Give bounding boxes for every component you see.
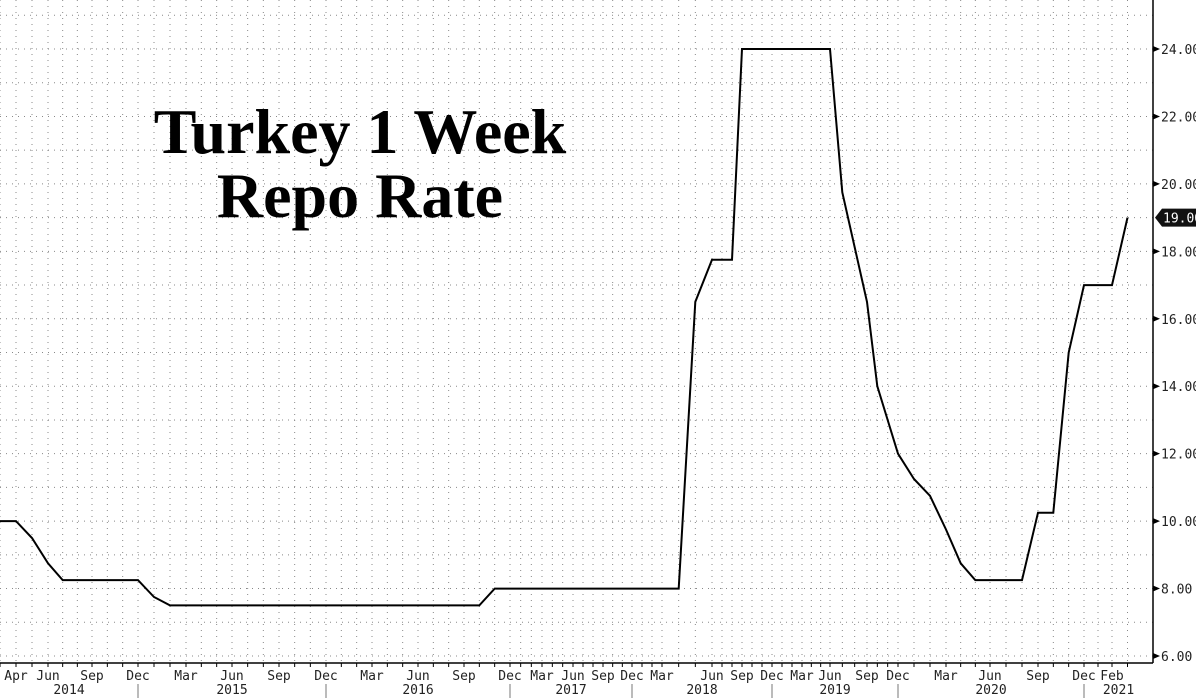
x-tick-label: Mar	[790, 669, 814, 684]
x-tick-label: Dec	[314, 669, 337, 684]
x-tick-label: Dec	[886, 669, 909, 684]
x-tick-label: Jun	[406, 669, 429, 684]
y-tick-arrow	[1153, 113, 1160, 120]
x-tick-label: Mar	[530, 669, 554, 684]
x-tick-label: Dec	[1072, 669, 1095, 684]
y-tick-label: 10.00	[1161, 515, 1196, 530]
x-tick-label: Jun	[561, 669, 584, 684]
y-tick-arrow	[1153, 383, 1160, 390]
x-tick-label: Mar	[360, 669, 384, 684]
y-tick-label: 24.00	[1161, 43, 1196, 58]
x-tick-label: Sep	[267, 669, 291, 684]
y-tick-arrow	[1153, 180, 1160, 187]
x-year-label: 2016	[402, 683, 433, 698]
x-tick-label: Jun	[978, 669, 1001, 684]
x-tick-label: Sep	[80, 669, 104, 684]
x-tick-label: Feb	[1100, 669, 1124, 684]
x-tick-label: Mar	[650, 669, 674, 684]
x-tick-label: Jun	[700, 669, 723, 684]
x-tick-label: Dec	[620, 669, 643, 684]
x-year-label: 2018	[686, 683, 717, 698]
y-tick-arrow	[1153, 315, 1160, 322]
x-tick-label: Sep	[855, 669, 879, 684]
y-tick-arrow	[1153, 585, 1160, 592]
x-tick-label: Jun	[220, 669, 243, 684]
y-tick-arrow	[1153, 653, 1160, 659]
y-tick-arrow	[1153, 46, 1160, 52]
last-value-label: 19.00	[1163, 212, 1196, 227]
x-year-label: 2015	[216, 683, 247, 698]
y-tick-label: 6.00	[1161, 650, 1192, 665]
last-value-badge	[1155, 208, 1196, 227]
x-tick-label: Jun	[36, 669, 59, 684]
x-tick-label: Sep	[730, 669, 754, 684]
y-tick-label: 12.00	[1161, 448, 1196, 463]
x-tick-label: Dec	[126, 669, 149, 684]
x-tick-label: Mar	[934, 669, 958, 684]
y-tick-arrow	[1153, 248, 1160, 255]
y-tick-arrow	[1153, 450, 1160, 457]
x-year-label: 2021	[1103, 683, 1134, 698]
x-tick-label: Sep	[452, 669, 476, 684]
chart-title: Turkey 1 Week Repo Rate	[153, 96, 567, 231]
x-year-label: 2019	[819, 683, 850, 698]
y-tick-label: 8.00	[1161, 583, 1192, 598]
y-tick-arrow	[1153, 518, 1160, 525]
y-tick-label: 18.00	[1161, 245, 1196, 260]
x-tick-label: Apr	[4, 669, 28, 684]
x-tick-label: Mar	[174, 669, 198, 684]
x-tick-label: Sep	[1026, 669, 1050, 684]
x-year-label: 2017	[555, 683, 586, 698]
x-year-label: 2014	[53, 683, 84, 698]
y-tick-label: 20.00	[1161, 178, 1196, 193]
y-tick-label: 14.00	[1161, 380, 1196, 395]
x-tick-label: Dec	[760, 669, 783, 684]
x-tick-label: Sep	[591, 669, 615, 684]
x-year-label: 2020	[975, 683, 1006, 698]
y-tick-label: 16.00	[1161, 313, 1196, 328]
y-tick-label: 22.00	[1161, 110, 1196, 125]
x-tick-label: Jun	[818, 669, 841, 684]
series-line	[0, 48, 1129, 607]
x-tick-label: Dec	[498, 669, 521, 684]
